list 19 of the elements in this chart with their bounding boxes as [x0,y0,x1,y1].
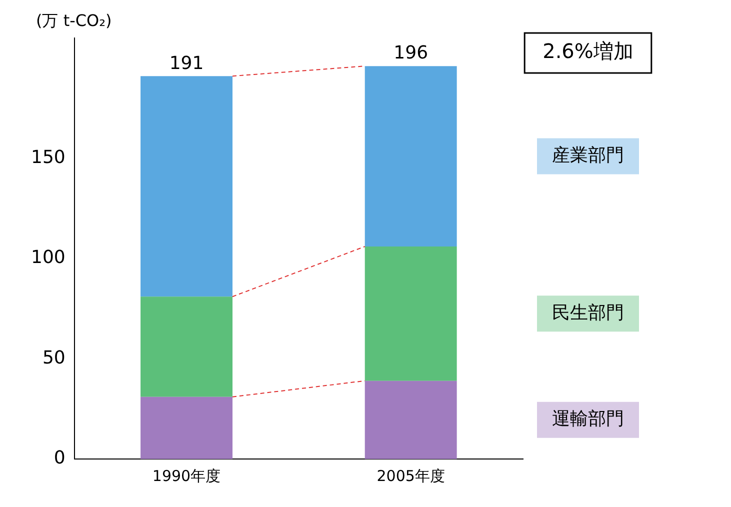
text: 産業部門 [552,144,624,166]
bar [140,296,233,397]
text: 民生部門 [552,302,624,324]
x-tick-label: 1990年度 [152,466,221,485]
y-tick-label: 50 [42,347,66,368]
text: 2.6%増加 [542,39,634,64]
text: 運輸部門 [552,408,624,430]
y-tick-label: 150 [30,146,66,168]
y-tick-label: 0 [54,448,66,469]
total-label: 196 [394,42,428,64]
bar [364,380,457,459]
x-tick-label: 2005年度 [376,466,445,485]
bar [140,396,233,459]
total-label: 191 [169,52,204,74]
y-tick-label: 100 [30,247,66,268]
bar [364,66,457,246]
y-axis-title: (万 t-CO₂) [36,11,112,30]
bar [364,246,457,381]
bar [140,76,233,297]
